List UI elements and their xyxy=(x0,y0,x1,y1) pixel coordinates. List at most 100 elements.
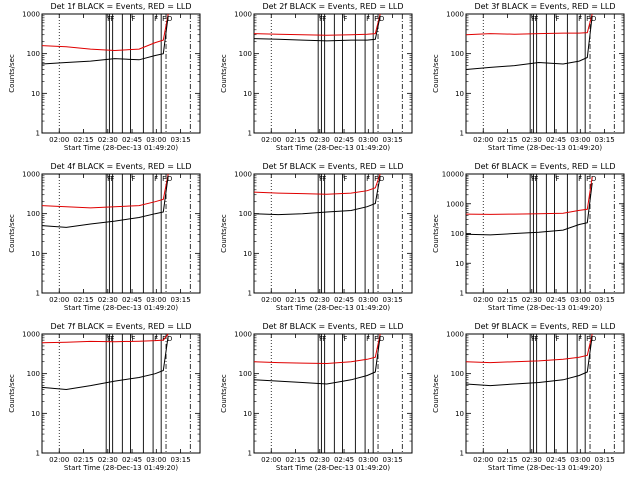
y-axis-label: Counts/sec xyxy=(220,374,228,413)
x-tick-label: 02:30 xyxy=(98,296,118,304)
y-tick-label: 1000 xyxy=(22,11,40,19)
marker-flag-label: F xyxy=(110,335,114,343)
y-tick-label: 1 xyxy=(460,130,464,138)
x-tick-label: 02:45 xyxy=(546,456,566,464)
x-tick-label: 03:15 xyxy=(594,456,614,464)
events-series-line xyxy=(465,182,593,236)
y-axis-label: Counts/sec xyxy=(8,54,16,93)
x-tick-label: 03:00 xyxy=(358,456,378,464)
marker-flag-label: F xyxy=(154,335,158,343)
x-tick-label: 02:30 xyxy=(98,456,118,464)
lld-series-line xyxy=(41,173,169,209)
y-tick-label: 100 xyxy=(451,230,464,238)
y-tick-label: 1000 xyxy=(234,171,252,179)
y-axis-label: Counts/sec xyxy=(432,54,440,93)
x-tick-label: 03:00 xyxy=(358,296,378,304)
panel-title: Det 4f BLACK = Events, RED = LLD xyxy=(50,162,191,171)
events-series-line xyxy=(465,15,593,70)
marker-flag-label: F xyxy=(343,15,347,23)
plot-frame xyxy=(465,173,625,294)
x-tick-label: 02:45 xyxy=(334,456,354,464)
marker-flag-label: F xyxy=(586,15,590,23)
y-tick-label: 100 xyxy=(27,50,40,58)
marker-flag-label: D xyxy=(379,175,384,183)
y-tick-label: 10 xyxy=(243,410,252,418)
marker-flag-label: F xyxy=(531,335,535,343)
y-tick-label: 1 xyxy=(248,450,252,458)
marker-flag-label: F xyxy=(107,335,111,343)
marker-flag-label: F xyxy=(110,175,114,183)
plot-frame xyxy=(41,173,201,294)
x-tick-label: 02:15 xyxy=(285,136,305,144)
lld-series-line xyxy=(465,13,593,36)
x-tick-label: 02:00 xyxy=(261,456,281,464)
y-tick-label: 1 xyxy=(36,290,40,298)
marker-flag-label: F xyxy=(578,175,582,183)
y-axis-label: Counts/sec xyxy=(220,54,228,93)
marker-flag-label: F xyxy=(322,335,326,343)
plot-frame xyxy=(253,333,413,454)
marker-flag-label: F xyxy=(374,175,378,183)
marker-flag-label: D xyxy=(591,15,596,23)
x-tick-label: 03:15 xyxy=(170,136,190,144)
marker-flag-label: F xyxy=(366,335,370,343)
x-tick-label: 03:00 xyxy=(358,136,378,144)
y-tick-label: 10000 xyxy=(442,171,464,179)
x-tick-label: 02:45 xyxy=(122,456,142,464)
x-tick-label: 02:00 xyxy=(473,456,493,464)
x-tick-label: 02:45 xyxy=(334,136,354,144)
marker-flag-label: F xyxy=(555,15,559,23)
y-tick-label: 10 xyxy=(31,250,40,258)
marker-flag-label: F xyxy=(534,335,538,343)
x-tick-label: 02:45 xyxy=(546,296,566,304)
marker-flag-label: D xyxy=(167,335,172,343)
x-tick-label: 02:00 xyxy=(261,296,281,304)
x-tick-label: 02:30 xyxy=(522,136,542,144)
y-axis-label: Counts/sec xyxy=(8,374,16,413)
y-tick-label: 1000 xyxy=(234,11,252,19)
x-axis-label: Start Time (28-Dec-13 01:49:20) xyxy=(64,144,178,152)
marker-flag-label: F xyxy=(343,175,347,183)
marker-flag-label: F xyxy=(531,175,535,183)
marker-flag-label: D xyxy=(167,175,172,183)
y-tick-label: 100 xyxy=(27,370,40,378)
marker-flag-label: F xyxy=(555,335,559,343)
x-tick-label: 02:00 xyxy=(49,456,69,464)
y-tick-label: 100 xyxy=(451,370,464,378)
events-series-line xyxy=(465,335,593,387)
x-tick-label: 03:00 xyxy=(146,136,166,144)
panel-title: Det 8f BLACK = Events, RED = LLD xyxy=(262,322,403,331)
marker-flag-label: F xyxy=(131,335,135,343)
x-axis-label: Start Time (28-Dec-13 01:49:20) xyxy=(64,464,178,472)
y-axis-label: Counts/sec xyxy=(432,374,440,413)
x-axis-label: Start Time (28-Dec-13 01:49:20) xyxy=(276,464,390,472)
marker-flag-label: F xyxy=(586,175,590,183)
x-tick-label: 02:15 xyxy=(73,456,93,464)
x-tick-label: 03:15 xyxy=(594,136,614,144)
y-tick-label: 100 xyxy=(27,210,40,218)
panel-title: Det 7f BLACK = Events, RED = LLD xyxy=(50,322,191,331)
marker-flag-label: F xyxy=(319,335,323,343)
x-axis-label: Start Time (28-Dec-13 01:49:20) xyxy=(276,304,390,312)
plot-frame xyxy=(465,333,625,454)
y-tick-label: 1000 xyxy=(446,200,464,208)
marker-flag-label: F xyxy=(107,175,111,183)
x-tick-label: 03:15 xyxy=(382,456,402,464)
marker-flag-label: F xyxy=(366,175,370,183)
y-tick-label: 10 xyxy=(455,410,464,418)
events-series-line xyxy=(41,15,169,65)
x-axis-label: Start Time (28-Dec-13 01:49:20) xyxy=(488,464,602,472)
x-tick-label: 02:00 xyxy=(49,296,69,304)
x-tick-label: 03:00 xyxy=(146,456,166,464)
x-tick-label: 02:30 xyxy=(522,296,542,304)
x-tick-label: 02:15 xyxy=(285,456,305,464)
panel-title: Det 3f BLACK = Events, RED = LLD xyxy=(474,2,615,11)
marker-flag-label: F xyxy=(374,15,378,23)
lld-series-line xyxy=(465,176,593,215)
x-tick-label: 03:15 xyxy=(382,136,402,144)
marker-flag-label: F xyxy=(131,15,135,23)
events-series-line xyxy=(41,335,169,391)
x-tick-label: 02:15 xyxy=(497,296,517,304)
marker-flag-label: F xyxy=(131,175,135,183)
